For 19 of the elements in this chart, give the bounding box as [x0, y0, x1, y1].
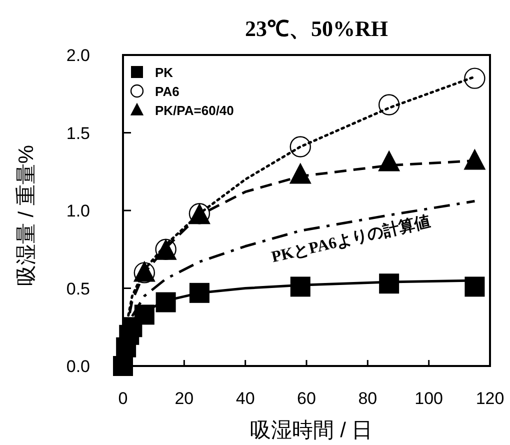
x-tick-label: 120: [476, 389, 504, 408]
y-tick-label: 1.0: [66, 202, 90, 220]
chart-title: 23℃、50%RH: [245, 16, 388, 41]
x-tick-label: 100: [414, 389, 444, 408]
x-axis-title: 吸湿時間 / 日: [250, 419, 373, 442]
y-tick-label: 1.5: [66, 124, 90, 143]
x-tick-label: 0: [118, 389, 128, 408]
x-tick-label: 60: [297, 389, 316, 408]
y-tick-label: 0.0: [66, 357, 90, 376]
legend-label: PA6: [155, 84, 180, 99]
y-tick-label: 2.0: [66, 46, 90, 65]
legend-label: PK/PA=60/40: [155, 103, 234, 118]
y-axis-title: 吸湿量 / 重量%: [15, 144, 38, 286]
annotation: PKとPA6よりの計算値: [270, 212, 432, 266]
legend-label: PK: [155, 65, 174, 80]
x-tick-label: 20: [174, 389, 194, 408]
x-tick-label: 80: [358, 389, 378, 408]
x-tick-label: 40: [236, 389, 255, 408]
y-tick-label: 0.5: [66, 279, 90, 298]
